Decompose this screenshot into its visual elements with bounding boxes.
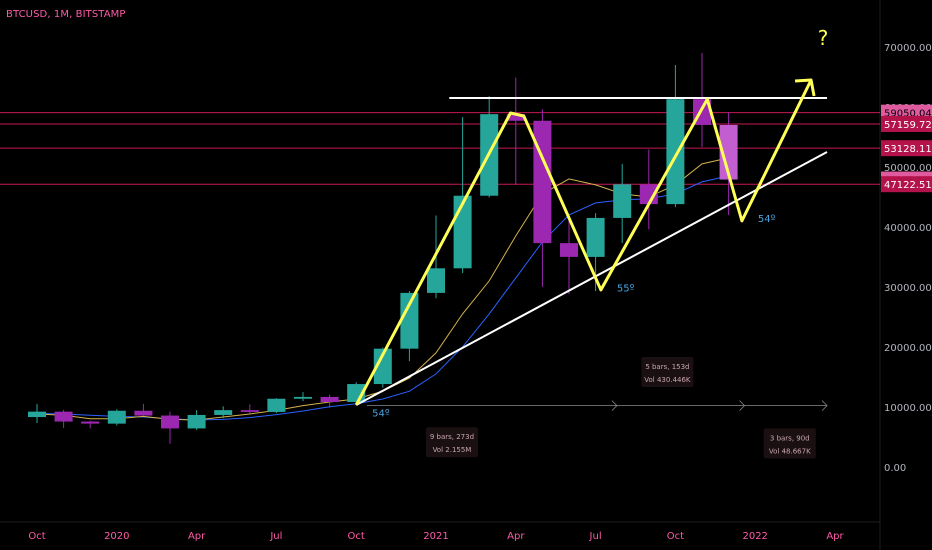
x-tick-label: Oct: [348, 531, 365, 542]
candle: [214, 406, 233, 419]
candle: [161, 411, 179, 444]
candle-body: [107, 410, 126, 424]
measure-box: 9 bars, 273d Vol 2.155M: [425, 427, 478, 458]
x-tick-label: Oct: [28, 531, 45, 542]
measure-bars-text: 3 bars, 90d: [770, 434, 810, 442]
zigzag-pattern: [354, 79, 813, 406]
measure-box-bg: [641, 357, 694, 388]
candle-body: [134, 410, 153, 416]
y-tick-label: 20000.00: [884, 343, 932, 354]
candle-body: [54, 411, 73, 422]
y-tick-label: 30000.00: [884, 283, 932, 294]
price-label-bg: [881, 176, 932, 193]
candle-body: [586, 217, 605, 257]
candle: [28, 403, 46, 424]
price-label-text: 57159.72: [884, 120, 932, 131]
candle-body: [533, 120, 552, 244]
price-axis-label: 57159.72: [881, 115, 932, 132]
candle-body: [506, 114, 525, 121]
candle: [267, 398, 286, 414]
x-tick-label: 2022: [742, 531, 767, 542]
candle: [107, 409, 126, 426]
candle-body: [666, 99, 685, 205]
measure-bars-text: 9 bars, 273d: [430, 433, 474, 441]
candle: [320, 394, 339, 408]
candle: [187, 410, 206, 430]
candle: [240, 404, 259, 414]
candle: [666, 64, 685, 208]
candle: [613, 163, 632, 244]
candle-body: [161, 415, 179, 429]
x-tick-label: Jul: [589, 531, 602, 542]
support-line: [355, 151, 828, 406]
candle-body: [400, 292, 419, 349]
candle: [719, 112, 738, 215]
y-tick-label: 70000.00: [884, 43, 932, 54]
candle-body: [719, 124, 738, 180]
measure-box: 3 bars, 90d Vol 48.667K: [763, 428, 816, 459]
measure-bars-text: 5 bars, 153d: [645, 363, 689, 371]
candle-body: [613, 184, 632, 218]
x-tick-label: Oct: [667, 531, 684, 542]
candle-body: [267, 398, 286, 412]
measure-box-bg: [425, 427, 478, 458]
candle-body: [373, 348, 392, 385]
measure-box-bg: [763, 428, 816, 459]
angle-label: 54º: [758, 214, 776, 225]
candle-body: [214, 410, 233, 415]
x-tick-label: Apr: [826, 531, 844, 542]
measure-vol-text: Vol 48.667K: [769, 447, 811, 455]
candle-body: [81, 421, 100, 424]
candle: [134, 403, 153, 416]
measure-vol-text: Vol 430.446K: [644, 376, 691, 384]
candle-body: [28, 411, 46, 418]
price-label-text: 53128.11: [884, 144, 932, 155]
y-tick-label: 50000.00: [884, 163, 932, 174]
price-label-text: 59050.04: [884, 109, 932, 120]
candle-body: [294, 396, 312, 399]
y-tick-label: 0.00: [884, 463, 906, 474]
price-label-text: 47122.51: [884, 180, 932, 191]
candle: [506, 77, 525, 185]
candle: [81, 420, 100, 429]
candle: [294, 392, 312, 402]
candle-body: [240, 410, 259, 412]
candle-body: [427, 268, 445, 293]
x-tick-label: Apr: [507, 531, 525, 542]
price-label-bg: [881, 140, 932, 157]
angle-label: 54º: [372, 408, 390, 419]
candle-body: [560, 243, 578, 257]
x-tick-label: Jul: [269, 531, 282, 542]
candle-body: [320, 396, 339, 403]
question-mark: ?: [818, 26, 829, 50]
candle: [54, 409, 73, 428]
price-label-bg: [881, 115, 932, 132]
y-tick-label: 40000.00: [884, 223, 932, 234]
angle-label: 55º: [617, 284, 635, 295]
x-tick-label: Apr: [188, 531, 206, 542]
measure-vol-text: Vol 2.155M: [433, 446, 472, 454]
y-tick-label: 10000.00: [884, 403, 932, 414]
price-axis-label: 47122.51: [881, 176, 932, 193]
candle-body: [187, 414, 206, 429]
candle: [560, 219, 578, 295]
candle: [639, 149, 658, 230]
measure-box: 5 bars, 153d Vol 430.446K: [641, 357, 694, 388]
candle-body: [639, 184, 658, 205]
x-tick-label: 2020: [104, 531, 129, 542]
zigzag-arrowhead: [794, 78, 816, 97]
measure-chevron: [821, 400, 828, 411]
x-tick-label: 2021: [423, 531, 448, 542]
price-axis-label: 53128.11: [881, 140, 932, 157]
symbol-label: BTCUSD, 1M, BITSTAMP: [6, 9, 126, 20]
